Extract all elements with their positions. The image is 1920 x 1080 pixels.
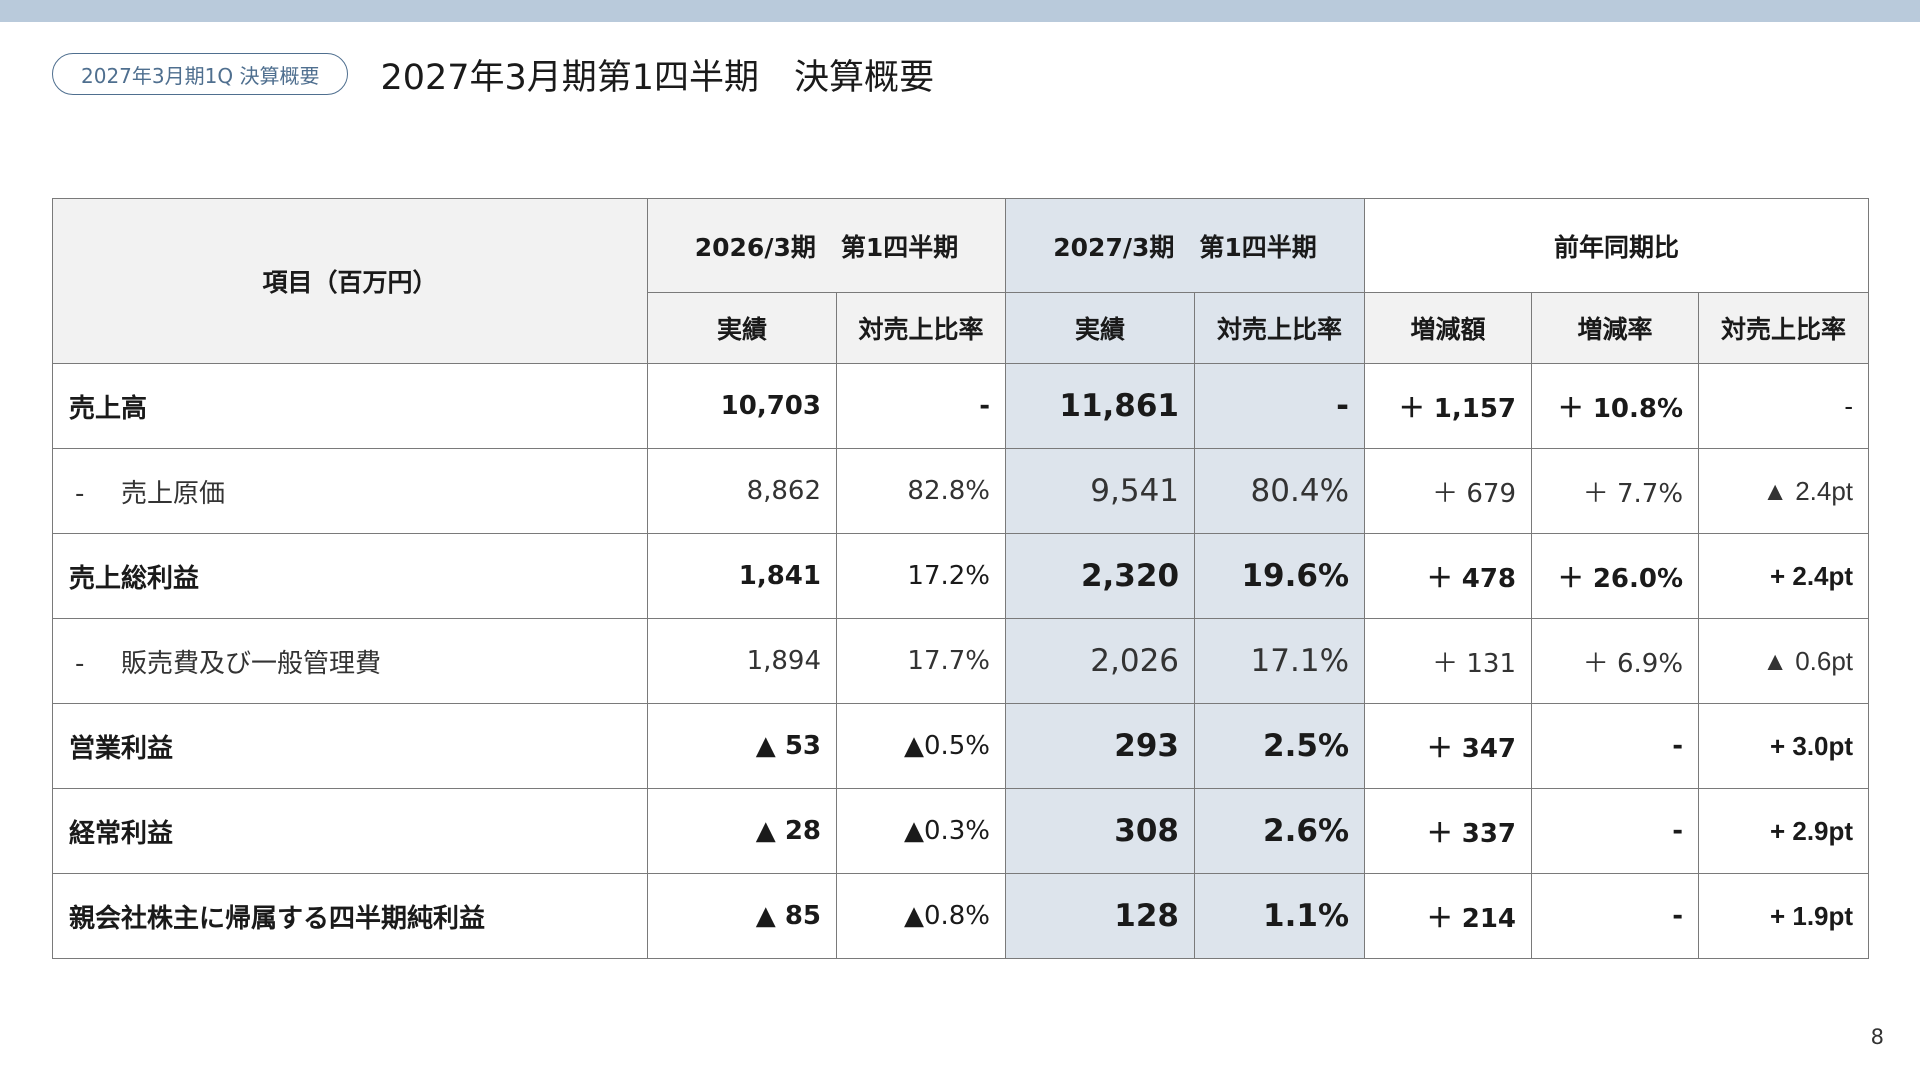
prev-actual-cell: 1,841 [647, 533, 837, 619]
prev-ratio-cell: - [835, 363, 1007, 449]
row-label: - 販売費及び一般管理費 [52, 618, 648, 704]
prev-actual-cell: 1,894 [647, 618, 837, 704]
cur-actual-cell: 9,541 [1005, 448, 1196, 534]
cur-ratio-cell: 19.6% [1194, 533, 1366, 619]
yoy-ratio-cell: + 3.0pt [1698, 703, 1870, 789]
page-number: 8 [1870, 1025, 1884, 1049]
yoy-rate-cell: - [1531, 703, 1700, 789]
prev-ratio-header: 対売上比率 [835, 292, 1007, 364]
cur-ratio-cell: 2.6% [1194, 788, 1366, 874]
yoy-header: 前年同期比 [1364, 198, 1870, 293]
cur-actual-cell: 293 [1005, 703, 1196, 789]
row-prefix: - [75, 478, 85, 509]
row-label: - 売上原価 [52, 448, 648, 534]
table-row: - 販売費及び一般管理費 1,894 17.7% 2,026 17.1% ＋ 13… [52, 618, 1870, 704]
cur-ratio-header: 対売上比率 [1194, 292, 1366, 364]
prev-actual-cell: ▲ 53 [647, 703, 837, 789]
yoy-amount-cell: ＋ 679 [1364, 448, 1533, 534]
yoy-amount-cell: ＋ 347 [1364, 703, 1533, 789]
row-label: 親会社株主に帰属する四半期純利益 [52, 873, 648, 959]
yoy-amount-cell: ＋ 1,157 [1364, 363, 1533, 449]
yoy-amount-header: 増減額 [1364, 292, 1533, 364]
cur-ratio-cell: - [1194, 363, 1366, 449]
table-row: 経常利益 ▲ 28 ▲0.3% 308 2.6% ＋ 337 - + 2.9pt [52, 788, 1870, 874]
table-row: - 売上原価 8,862 82.8% 9,541 80.4% ＋ 679 ＋ 7.… [52, 448, 1870, 534]
yoy-ratio-cell: ▲ 0.6pt [1698, 618, 1870, 704]
section-badge: 2027年3月期1Q 決算概要 [52, 53, 349, 95]
prev-ratio-cell: 17.2% [835, 533, 1007, 619]
prev-period-header: 2026/3期 第1四半期 [646, 198, 1007, 293]
yoy-rate-header: 増減率 [1531, 292, 1700, 364]
yoy-rate-cell: ＋ 7.7% [1531, 448, 1700, 534]
prev-ratio-cell: ▲0.5% [835, 703, 1007, 789]
row-label: 売上総利益 [52, 533, 648, 619]
yoy-amount-cell: ＋ 478 [1364, 533, 1533, 619]
yoy-ratio-cell: + 2.9pt [1698, 788, 1870, 874]
cur-actual-cell: 2,320 [1005, 533, 1196, 619]
cur-ratio-cell: 1.1% [1194, 873, 1366, 959]
yoy-ratio-cell: + 1.9pt [1698, 873, 1870, 959]
prev-actual-cell: ▲ 85 [647, 873, 837, 959]
yoy-rate-cell: - [1531, 873, 1700, 959]
financial-summary-table: 項目（百万円） 2026/3期 第1四半期 2027/3期 第1四半期 前年同期… [52, 198, 1870, 959]
yoy-ratio-cell: ▲ 2.4pt [1698, 448, 1870, 534]
yoy-amount-cell: ＋ 131 [1364, 618, 1533, 704]
yoy-amount-cell: ＋ 214 [1364, 873, 1533, 959]
table-row: 営業利益 ▲ 53 ▲0.5% 293 2.5% ＋ 347 - + 3.0pt [52, 703, 1870, 789]
prev-ratio-cell: ▲0.8% [835, 873, 1007, 959]
prev-actual-cell: ▲ 28 [647, 788, 837, 874]
current-period-header: 2027/3期 第1四半期 [1005, 198, 1366, 293]
row-label: 営業利益 [52, 703, 648, 789]
prev-ratio-cell: ▲0.3% [835, 788, 1007, 874]
cur-ratio-cell: 17.1% [1194, 618, 1366, 704]
prev-actual-cell: 10,703 [647, 363, 837, 449]
table-row: 売上高 10,703 - 11,861 - ＋ 1,157 ＋ 10.8% - [52, 363, 1870, 449]
table-row: 親会社株主に帰属する四半期純利益 ▲ 85 ▲0.8% 128 1.1% ＋ 2… [52, 873, 1870, 959]
yoy-rate-cell: ＋ 26.0% [1531, 533, 1700, 619]
cur-actual-cell: 308 [1005, 788, 1196, 874]
yoy-ratio-cell: + 2.4pt [1698, 533, 1870, 619]
cur-actual-cell: 128 [1005, 873, 1196, 959]
yoy-ratio-cell: - [1698, 363, 1870, 449]
top-accent-band [0, 0, 1920, 22]
table-row: 売上総利益 1,841 17.2% 2,320 19.6% ＋ 478 ＋ 26… [52, 533, 1870, 619]
yoy-rate-cell: ＋ 10.8% [1531, 363, 1700, 449]
row-label: 売上高 [52, 363, 648, 449]
row-label: 経常利益 [52, 788, 648, 874]
prev-actual-cell: 8,862 [647, 448, 837, 534]
cur-actual-cell: 2,026 [1005, 618, 1196, 704]
yoy-amount-cell: ＋ 337 [1364, 788, 1533, 874]
slide-title: 2027年3月期第1四半期 決算概要 [380, 57, 935, 98]
cur-actual-header: 実績 [1005, 292, 1196, 364]
prev-actual-header: 実績 [647, 292, 837, 364]
item-column-header: 項目（百万円） [52, 198, 648, 364]
prev-ratio-cell: 17.7% [835, 618, 1007, 704]
yoy-rate-cell: ＋ 6.9% [1531, 618, 1700, 704]
row-prefix: - [75, 648, 85, 679]
cur-ratio-cell: 2.5% [1194, 703, 1366, 789]
slide-header: 2027年3月期1Q 決算概要 2027年3月期第1四半期 決算概要 [52, 52, 934, 98]
cur-actual-cell: 11,861 [1005, 363, 1196, 449]
yoy-ratio-header: 対売上比率 [1698, 292, 1870, 364]
yoy-rate-cell: - [1531, 788, 1700, 874]
cur-ratio-cell: 80.4% [1194, 448, 1366, 534]
prev-ratio-cell: 82.8% [835, 448, 1007, 534]
